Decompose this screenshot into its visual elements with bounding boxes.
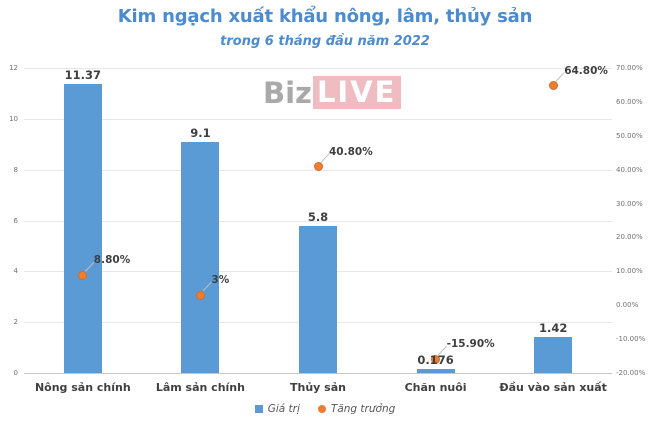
category-label: Thủy sản	[290, 381, 346, 394]
left-axis-tick-label: 8	[13, 165, 18, 174]
growth-value-label: 3%	[211, 274, 230, 287]
left-axis-tick-label: 2	[13, 318, 18, 327]
right-axis-tick-label: -10.00%	[616, 335, 646, 344]
growth-point	[195, 290, 205, 300]
bar-value-label: 1.42	[539, 320, 568, 335]
growth-point	[548, 81, 558, 91]
left-axis-tick-label: 0	[13, 369, 18, 377]
bar-gia-tri	[299, 225, 337, 373]
left-axis-tick-label: 12	[9, 64, 18, 72]
legend-item-tang-truong: Tăng trưởng	[317, 403, 396, 415]
right-axis-tick-label: 30.00%	[616, 199, 643, 208]
growth-value-label: 64.80%	[564, 64, 608, 77]
gridline	[24, 68, 612, 69]
right-axis-tick-label: 40.00%	[616, 165, 643, 174]
chart-title: Kim ngạch xuất khẩu nông, lâm, thủy sản	[117, 6, 533, 27]
right-axis-tick-label: 50.00%	[616, 131, 643, 140]
bar-value-label: 9.1	[190, 125, 211, 140]
x-axis-line	[24, 373, 612, 374]
growth-point	[313, 162, 323, 172]
watermark-biz-text: Biz	[263, 75, 312, 110]
right-axis-tick-label: -20.00%	[616, 369, 646, 377]
chart-subtitle: trong 6 tháng đầu năm 2022	[220, 34, 430, 49]
bar-value-label: 0.176	[417, 352, 454, 367]
legend-label: Tăng trưởng	[330, 403, 396, 415]
left-axis-tick-label: 10	[9, 114, 18, 123]
point-series-swatch-icon	[317, 405, 326, 413]
right-axis-tick-label: 10.00%	[616, 267, 643, 276]
bar-gia-tri	[534, 336, 573, 373]
bizlive-watermark-logo: Biz LIVE	[263, 75, 402, 110]
legend-item-gia-tri: Giá trị	[254, 403, 300, 415]
growth-value-label: -15.90%	[446, 338, 495, 351]
left-axis-tick-label: 4	[13, 267, 18, 276]
bar-gia-tri	[181, 141, 220, 373]
right-axis-tick-label: 70.00%	[616, 64, 643, 72]
category-label: Đầu vào sản xuất	[499, 381, 607, 394]
bar-series-swatch-icon	[254, 405, 263, 413]
chart-legend: Giá trị Tăng trưởng	[0, 403, 650, 415]
right-axis-tick-label: 20.00%	[616, 233, 643, 242]
bar-gia-tri	[416, 368, 455, 373]
right-axis-tick-label: 0.00%	[616, 301, 639, 310]
growth-point	[431, 354, 441, 364]
category-label: Nông sản chính	[34, 381, 131, 394]
legend-label: Giá trị	[267, 403, 300, 415]
category-label: Lâm sản chính	[155, 381, 245, 394]
bar-value-label: 11.37	[64, 68, 101, 82]
watermark-live-text: LIVE	[312, 76, 402, 109]
bar-gia-tri	[63, 84, 102, 373]
growth-value-label: 8.80%	[93, 254, 131, 267]
right-axis-tick-label: 60.00%	[616, 97, 643, 106]
bar-value-label: 5.8	[307, 209, 329, 224]
growth-value-label: 40.80%	[329, 145, 373, 158]
growth-point	[78, 270, 88, 280]
left-axis-tick-label: 6	[13, 216, 18, 225]
category-label: Chăn nuôi	[404, 381, 467, 394]
gridline	[24, 220, 612, 222]
gridline	[24, 118, 612, 120]
